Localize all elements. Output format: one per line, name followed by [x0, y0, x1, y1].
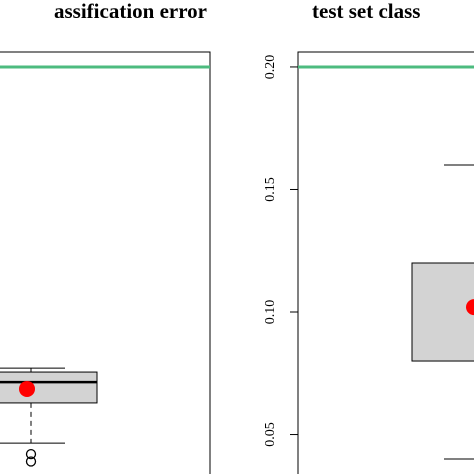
outlier	[25, 456, 37, 467]
panel-title: test set class	[312, 0, 420, 23]
mean-point	[19, 380, 35, 397]
panel-title: assification error	[54, 0, 207, 23]
outlier	[25, 448, 37, 460]
y-tick-label: 0.15	[263, 177, 278, 202]
box	[411, 262, 474, 362]
plot-frame	[297, 51, 474, 474]
y-tick-label: 0.10	[263, 300, 278, 325]
mean-point	[466, 299, 474, 316]
y-tick-label: 0.05	[263, 422, 278, 447]
plot-frame	[0, 51, 211, 474]
y-tick-label: 0.20	[263, 55, 278, 80]
box	[0, 371, 98, 404]
